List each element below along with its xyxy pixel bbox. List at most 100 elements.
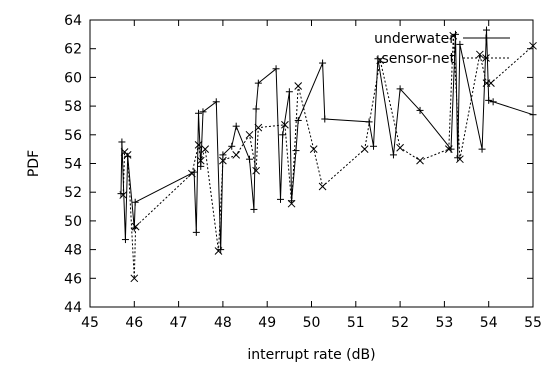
y-tick-label: 62 (64, 42, 82, 58)
legend: underwater sensor-net (374, 31, 510, 67)
data-point-underwater (389, 151, 397, 159)
data-point-underwater (228, 142, 236, 150)
x-tick-label: 49 (258, 315, 276, 331)
data-point-underwater (252, 105, 260, 113)
data-point-sensor-net (376, 56, 385, 65)
x-axis-label: interrupt rate (dB) (247, 347, 375, 363)
legend-marker (482, 54, 490, 62)
data-point-sensor-net (487, 79, 495, 87)
data-point-underwater (121, 236, 129, 244)
data-point-sensor-net (219, 156, 227, 165)
x-tick-label: 54 (480, 315, 498, 331)
y-axis-ticks: 44 46 48 50 52 54 56 58 60 62 64 (64, 13, 533, 316)
y-tick-label: 64 (64, 13, 82, 29)
data-point-underwater (272, 65, 280, 73)
data-point-underwater (254, 79, 262, 87)
data-point-sensor-net (416, 156, 424, 165)
data-point-underwater (276, 195, 284, 203)
y-tick-label: 56 (64, 128, 82, 144)
series-line-sensor-net (122, 35, 534, 279)
data-point-sensor-net (309, 145, 318, 154)
data-point-sensor-net (444, 145, 453, 154)
data-point-underwater (451, 30, 459, 38)
data-point-underwater (118, 138, 126, 146)
data-point-underwater (279, 131, 287, 139)
legend-sample-underwater (463, 34, 510, 42)
x-axis-ticks: 45 46 47 48 49 50 51 52 53 54 55 (81, 20, 542, 331)
y-axis-label: PDF (26, 150, 42, 177)
data-point-sensor-net (449, 31, 458, 40)
data-point-underwater (456, 40, 464, 48)
data-point-underwater (370, 142, 378, 150)
data-point-sensor-net (123, 151, 132, 159)
data-point-sensor-net (252, 166, 260, 175)
x-tick-label: 47 (170, 315, 188, 331)
x-tick-label: 46 (125, 315, 143, 331)
data-point-underwater (195, 109, 203, 117)
data-point-underwater (192, 228, 200, 236)
data-point-underwater (212, 98, 220, 106)
data-point-underwater (131, 198, 139, 206)
x-tick-label: 50 (303, 315, 321, 331)
y-tick-label: 50 (64, 214, 82, 230)
data-point-sensor-net (196, 156, 205, 165)
y-tick-label: 60 (64, 70, 82, 86)
legend-label-sensor-net: sensor-net (381, 51, 455, 67)
data-point-sensor-net (232, 151, 241, 159)
series-layer (117, 26, 537, 283)
y-tick-label: 52 (64, 185, 82, 201)
data-point-sensor-net (194, 140, 203, 149)
data-point-sensor-net (475, 50, 484, 59)
data-point-sensor-net (245, 130, 254, 139)
data-point-sensor-net (254, 123, 263, 132)
data-point-sensor-net (214, 247, 223, 255)
y-tick-label: 46 (64, 271, 82, 287)
x-tick-label: 48 (214, 315, 232, 331)
x-tick-label: 45 (81, 315, 99, 331)
data-point-underwater (482, 26, 490, 34)
data-point-underwater (294, 116, 302, 124)
y-tick-label: 54 (64, 157, 82, 173)
data-point-underwater (478, 145, 486, 153)
data-point-underwater (292, 147, 300, 155)
x-tick-label: 52 (391, 315, 409, 331)
data-point-sensor-net (287, 199, 296, 208)
data-point-sensor-net (318, 182, 327, 191)
x-tick-label: 51 (347, 315, 365, 331)
data-point-underwater (529, 111, 537, 119)
data-point-sensor-net (360, 145, 369, 154)
data-point-underwater (485, 96, 493, 104)
data-point-underwater (199, 108, 207, 116)
data-point-sensor-net (281, 120, 289, 129)
data-point-sensor-net (119, 191, 128, 199)
data-point-underwater (396, 85, 404, 93)
legend-marker (482, 34, 490, 42)
legend-label-underwater: underwater (374, 31, 455, 47)
data-point-underwater (489, 98, 497, 106)
series-line-underwater (120, 29, 534, 250)
x-tick-label: 55 (524, 315, 542, 331)
x-tick-label: 53 (435, 315, 453, 331)
y-tick-label: 48 (64, 243, 82, 259)
y-tick-label: 58 (64, 99, 82, 115)
data-point-sensor-net (456, 155, 464, 164)
data-point-underwater (321, 115, 329, 123)
data-point-underwater (285, 88, 293, 96)
data-point-underwater (232, 122, 240, 130)
data-point-underwater (197, 162, 205, 170)
data-point-sensor-net (131, 222, 140, 231)
data-point-underwater (250, 205, 258, 213)
data-point-sensor-net (396, 143, 404, 152)
data-point-underwater (245, 155, 253, 163)
data-point-underwater (190, 168, 198, 176)
data-point-sensor-net (188, 169, 196, 178)
data-point-underwater (374, 55, 382, 63)
plot-frame (89, 19, 534, 308)
data-point-sensor-net (294, 82, 303, 90)
plot-border (89, 19, 534, 308)
data-point-sensor-net (529, 41, 537, 50)
data-point-sensor-net (201, 145, 210, 154)
legend-sample-sensor-net (463, 54, 510, 62)
data-point-underwater (219, 151, 227, 159)
